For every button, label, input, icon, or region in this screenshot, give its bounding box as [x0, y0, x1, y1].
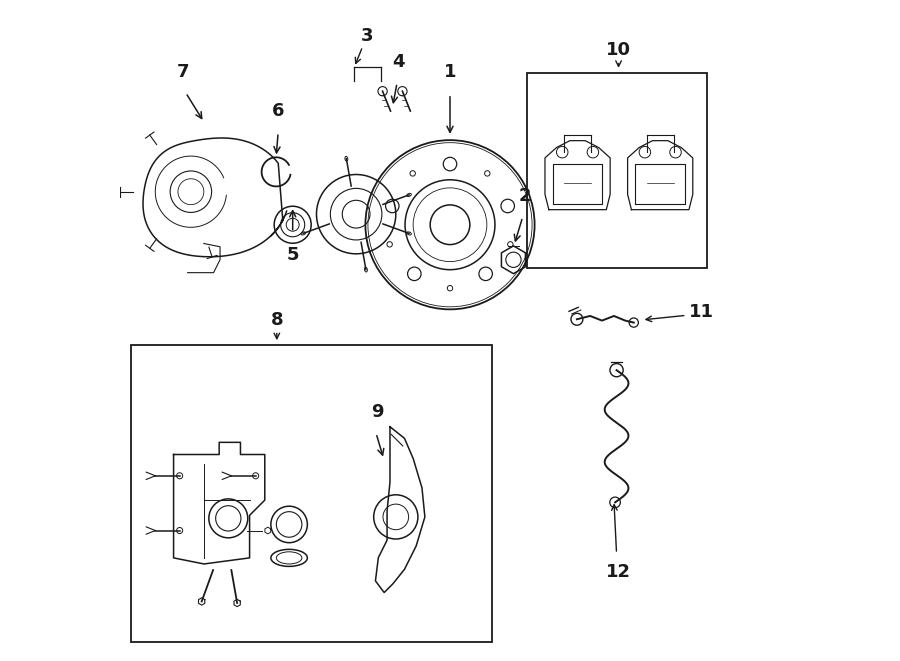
Text: 10: 10: [606, 42, 631, 59]
Text: 1: 1: [444, 63, 456, 81]
Text: 7: 7: [176, 63, 189, 81]
Text: 2: 2: [519, 187, 532, 205]
Text: 4: 4: [392, 53, 405, 71]
Text: 8: 8: [271, 311, 284, 329]
Text: 3: 3: [361, 27, 374, 45]
Text: 12: 12: [606, 563, 631, 581]
Bar: [131, 345, 491, 642]
Bar: [527, 73, 707, 268]
Text: 6: 6: [272, 102, 284, 120]
Text: 5: 5: [286, 246, 299, 264]
Text: 11: 11: [689, 303, 715, 321]
Text: 9: 9: [371, 403, 383, 421]
